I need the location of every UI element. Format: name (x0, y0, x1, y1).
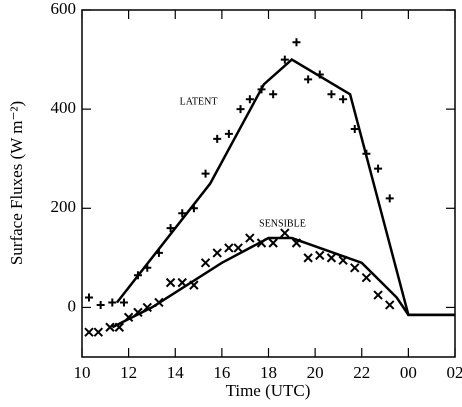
marker (154, 297, 164, 308)
line (115, 58, 455, 317)
x-tick-label: 16 (213, 363, 230, 382)
y-tick-label: 0 (68, 296, 77, 315)
marker (166, 224, 175, 233)
marker (142, 302, 152, 313)
marker (165, 277, 176, 288)
x-tick-label: 14 (167, 363, 185, 382)
marker (361, 272, 372, 283)
marker (189, 280, 199, 290)
marker (362, 149, 371, 158)
marker (200, 258, 211, 268)
marker (374, 164, 383, 173)
y-tick-label: 400 (51, 98, 77, 117)
marker (350, 263, 360, 273)
x-tick-label: 20 (307, 363, 324, 382)
marker (108, 298, 117, 307)
marker (339, 95, 348, 104)
marker (280, 228, 290, 238)
marker (177, 277, 187, 288)
marker (245, 233, 255, 243)
marker (224, 243, 234, 253)
marker (105, 322, 115, 332)
marker (84, 293, 93, 302)
marker (304, 75, 313, 84)
marker (268, 238, 278, 248)
y-tick-label: 200 (51, 197, 77, 216)
marker (327, 90, 336, 99)
marker (189, 204, 198, 213)
marker (326, 253, 337, 263)
marker (213, 134, 222, 143)
marker (269, 90, 278, 99)
marker (256, 238, 267, 248)
annotation: LATENT (180, 96, 218, 107)
marker (350, 124, 359, 133)
marker (303, 253, 313, 263)
marker (280, 55, 289, 64)
marker (96, 300, 105, 309)
x-tick-label: 12 (120, 363, 137, 382)
marker (84, 327, 94, 337)
marker (224, 129, 233, 138)
marker (315, 250, 325, 261)
x-tick-label: 18 (260, 363, 277, 382)
line (111, 236, 455, 329)
y-axis-label: Surface Fluxes (W m⁻²) (7, 101, 26, 265)
marker (119, 298, 128, 307)
marker (245, 95, 254, 104)
x-axis-label: Time (UTC) (226, 381, 311, 400)
marker (133, 271, 142, 280)
marker (233, 243, 243, 253)
x-tick-label: 02 (447, 363, 462, 382)
marker (257, 85, 266, 94)
marker (114, 322, 125, 332)
x-tick-label: 00 (400, 363, 417, 382)
marker (373, 290, 383, 300)
y-tick-label: 600 (51, 0, 77, 18)
marker (123, 312, 134, 323)
marker (236, 105, 245, 114)
marker (315, 70, 324, 79)
marker (178, 209, 187, 218)
marker (143, 263, 152, 272)
marker (292, 38, 301, 47)
marker (133, 307, 143, 318)
marker (338, 255, 348, 266)
marker (385, 194, 394, 203)
marker (201, 169, 210, 178)
marker (385, 300, 395, 310)
marker (291, 238, 302, 248)
x-tick-label: 22 (353, 363, 370, 382)
x-tick-label: 10 (74, 363, 91, 382)
marker (93, 327, 104, 337)
marker (154, 248, 163, 257)
plot-frame (81, 9, 456, 358)
marker (212, 248, 222, 258)
annotation: SENSIBLE (259, 218, 306, 229)
